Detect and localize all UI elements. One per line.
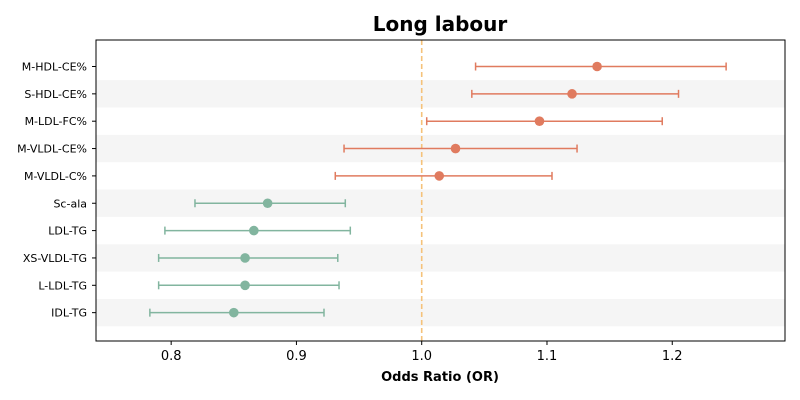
row-marker [343, 143, 578, 154]
row-marker [194, 198, 347, 209]
x-tick-label: 1.0 [411, 349, 432, 364]
x-axis-ticks: 0.8 0.9 1.0 1.1 1.2 [161, 341, 683, 364]
category-label: IDL-TG [51, 307, 87, 320]
or-point [240, 253, 250, 263]
category-label: M-HDL-CE% [22, 61, 87, 74]
row-marker [425, 116, 663, 126]
category-label: Sc-ala [53, 197, 87, 210]
or-point [592, 61, 602, 72]
category-label: L-LDL-TG [38, 279, 87, 292]
data-marks [149, 61, 727, 318]
x-tick-label: 0.9 [286, 349, 307, 364]
row-marker [157, 280, 340, 291]
or-point [534, 116, 545, 126]
or-point [434, 171, 445, 181]
row-marker [164, 225, 352, 236]
or-point [240, 280, 250, 291]
row-marker [474, 61, 727, 72]
category-label: M-LDL-FC% [25, 115, 87, 128]
row-marker [334, 171, 553, 181]
row-marker [471, 89, 680, 99]
category-label: LDL-TG [48, 225, 87, 238]
or-point [262, 198, 273, 209]
x-tick-label: 0.8 [161, 349, 182, 364]
or-point [249, 225, 259, 236]
row-marker [157, 253, 339, 263]
or-point [450, 143, 461, 154]
or-point [229, 307, 239, 318]
x-tick-label: 1.2 [662, 349, 683, 364]
category-label: XS-VLDL-TG [23, 252, 87, 265]
category-label: M-VLDL-CE% [17, 143, 87, 156]
or-point [567, 89, 577, 99]
row-band [96, 80, 785, 108]
x-axis-label: Odds Ratio (OR) [381, 370, 499, 385]
row-marker [149, 307, 325, 318]
category-label: S-HDL-CE% [24, 88, 87, 101]
x-tick-label: 1.1 [537, 349, 558, 364]
chart-title: Long labour [373, 12, 508, 36]
plot-frame [95, 39, 786, 342]
category-labels: M-HDL-CE% S-HDL-CE% M-LDL-FC% M-VLDL-CE% M-V… [17, 61, 96, 320]
category-label: M-VLDL-C% [24, 170, 87, 183]
